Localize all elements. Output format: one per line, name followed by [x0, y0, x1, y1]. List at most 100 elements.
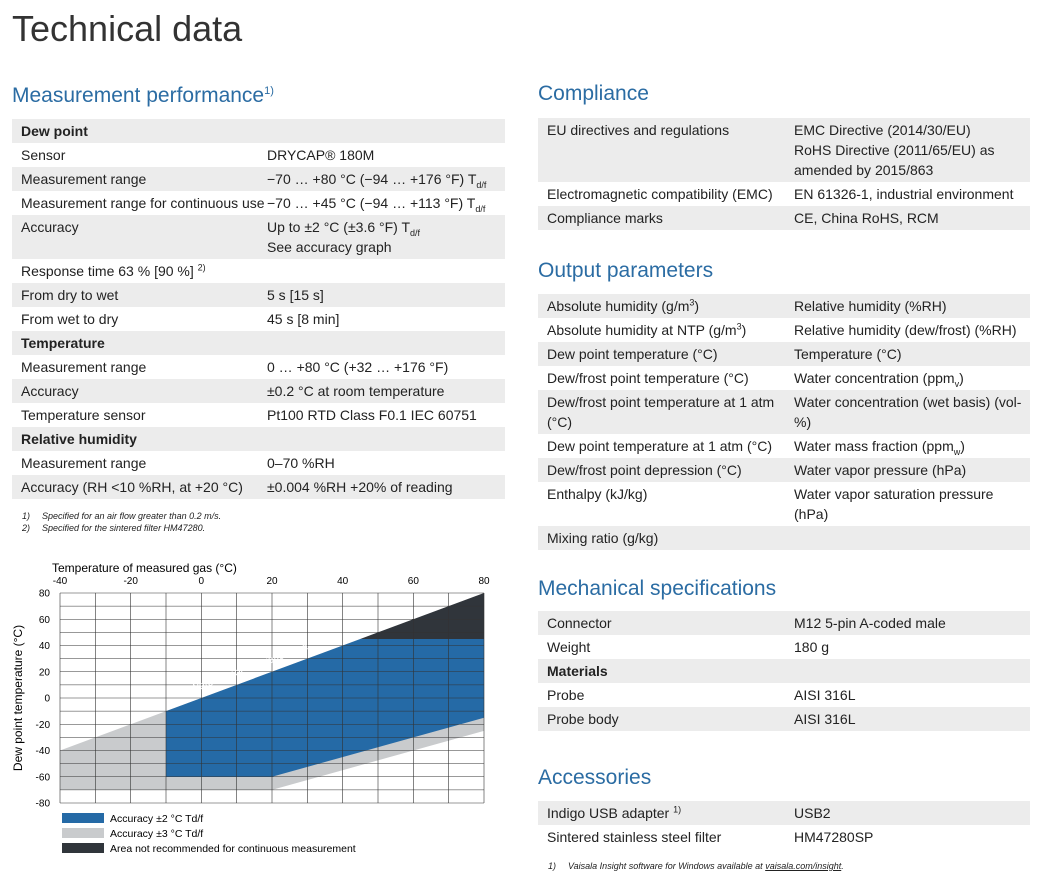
text: Response time 63 % [90 %] — [21, 263, 198, 279]
row-label: Measurement range — [12, 169, 267, 189]
x-tick-label: 40 — [337, 576, 349, 587]
table-row: Dew/frost point depression (°C) Water vap… — [538, 458, 1030, 482]
y-tick-label: 80 — [39, 589, 51, 600]
text: Relative humidity (dew/frost) (%RH) — [794, 322, 1017, 338]
row-value: EN 61326-1, industrial environment — [794, 184, 1030, 204]
row-heading: Relative humidity — [12, 429, 137, 449]
text: Up to ±2 °C (±3.6 °F) T — [267, 219, 411, 235]
row-value: Pt100 RTD Class F0.1 IEC 60751 — [267, 405, 505, 425]
table-row: Measurement range −70 … +80 °C (−94 … +17… — [12, 167, 505, 191]
text: Specified for an air flow greater than 0… — [42, 511, 222, 521]
text: Water vapor saturation pressure (hPa) — [794, 486, 994, 522]
footnote: 1) Vaisala Insight software for Windows a… — [548, 860, 844, 872]
text: Dew/frost point depression (°C) — [547, 462, 742, 478]
table: EU directives and regulations EMC Directi… — [538, 118, 1030, 230]
row-value: 180 g — [794, 637, 1030, 657]
row-value: Water vapor pressure (hPa) — [794, 460, 1030, 480]
table-row: Accuracy Up to ±2 °C (±3.6 °F) Td/f See ac… — [12, 215, 505, 259]
table-row: Materials — [538, 659, 1030, 683]
footnote-mark: 1) — [22, 511, 31, 521]
row-heading: Dew point — [12, 121, 88, 141]
y-tick-label: -40 — [36, 746, 51, 757]
table-row: Electromagnetic compatibility (EMC) EN 61… — [538, 182, 1030, 206]
text: . — [841, 861, 844, 871]
table-row: Temperature sensor Pt100 RTD Class F0.1 I… — [12, 403, 505, 427]
text: RoHS Directive (2011/65/EU) as amended b… — [794, 142, 995, 178]
table-row: Measurement range 0 … +80 °C (+32 … +176 … — [12, 355, 505, 379]
row-value: DRYCAP® 180M — [267, 145, 505, 165]
text: 0 … +80 °C (+32 … +176 °F) — [267, 359, 449, 375]
x-axis-title: Temperature of measured gas (°C) — [52, 561, 237, 575]
legend-swatch — [62, 813, 104, 823]
row-label: Dew/frost point temperature at 1 atm (°C… — [538, 392, 794, 432]
x-tick-label: 0 — [199, 576, 205, 587]
line: RoHS Directive (2011/65/EU) as amended b… — [794, 140, 1022, 180]
legend-swatch — [62, 828, 104, 838]
x-tick-label: -20 — [123, 576, 138, 587]
table-row: Mixing ratio (g/kg) — [538, 526, 1030, 550]
text: ) — [694, 298, 700, 314]
row-value: 5 s [15 s] — [267, 285, 505, 305]
x-tick-label: 80 — [478, 576, 490, 587]
superscript: 3 — [689, 297, 695, 308]
table-row: Absolute humidity (g/m3) Relative humidit… — [538, 294, 1030, 318]
footnote: 2) Specified for the sintered filter HM47… — [22, 522, 221, 534]
row-value: −70 … +45 °C (−94 … +113 °F) Td/f — [267, 193, 505, 213]
text: Electromagnetic compatibility (EMC) — [547, 186, 773, 202]
table-row: Connector M12 5-pin A-coded male — [538, 611, 1030, 635]
text: Measurement range — [21, 359, 147, 375]
row-label: Dew point temperature at 1 atm (°C) — [538, 436, 794, 456]
row-value: HM47280SP — [794, 827, 1030, 847]
text: Dew point temperature (°C) — [547, 346, 718, 362]
table-row: Dew point temperature (°C) Temperature (°… — [538, 342, 1030, 366]
text: USB2 — [794, 805, 831, 821]
footnotes: 1) Vaisala Insight software for Windows a… — [548, 860, 844, 872]
x-tick-label: 20 — [266, 576, 278, 587]
subscript: v — [954, 378, 960, 389]
row-value: USB2 — [794, 803, 1030, 823]
text: Accuracy — [21, 383, 79, 399]
text: ) — [960, 438, 965, 454]
row-value: ±0.004 %RH +20% of reading — [267, 477, 505, 497]
text: AISI 316L — [794, 687, 856, 703]
text: Measurement range for continuous use — [21, 195, 265, 211]
y-tick-label: 20 — [39, 667, 51, 678]
row-label: Probe — [538, 685, 794, 705]
row-label: From dry to wet — [12, 285, 267, 305]
text: 45 s [8 min] — [267, 311, 340, 327]
text: Temperature (°C) — [794, 346, 902, 362]
row-value: Water vapor saturation pressure (hPa) — [794, 484, 1030, 524]
text: HM47280SP — [794, 829, 874, 845]
table-row: Dew/frost point temperature at 1 atm (°C… — [538, 390, 1030, 434]
region — [166, 638, 484, 777]
table-row: Probe AISI 316L — [538, 683, 1030, 707]
section-heading: Compliance — [538, 82, 649, 105]
table-row: Relative humidity — [12, 427, 505, 451]
text: Compliance marks — [547, 210, 663, 226]
y-tick-label: -20 — [36, 720, 51, 731]
row-value — [794, 528, 1030, 548]
table-row: Temperature — [12, 331, 505, 355]
y-tick-label: 60 — [39, 615, 51, 626]
text: Relative humidity — [21, 431, 137, 447]
row-value: M12 5-pin A-coded male — [794, 613, 1030, 633]
link[interactable]: vaisala.com/insight — [765, 861, 842, 871]
text: Water concentration (ppm — [794, 370, 955, 386]
text: Vaisala Insight software for Windows ava… — [568, 861, 766, 871]
table-row: Sensor DRYCAP® 180M — [12, 143, 505, 167]
subscript: d/f — [410, 227, 421, 238]
row-label: Accuracy (RH <10 %RH, at +20 °C) — [12, 477, 267, 497]
text: Measurement performance — [12, 84, 265, 107]
text: Water concentration (wet basis) (vol-%) — [794, 394, 1022, 430]
text: DRYCAP® 180M — [267, 147, 375, 163]
text: −70 … +80 °C (−94 … +176 °F) T — [267, 171, 477, 187]
table-row: Accuracy ±0.2 °C at room temperature — [12, 379, 505, 403]
footnote-mark: 2) — [22, 523, 31, 533]
table-row: Weight 180 g — [538, 635, 1030, 659]
row-label: Electromagnetic compatibility (EMC) — [538, 184, 794, 204]
text: EU directives and regulations — [547, 122, 730, 138]
text: CE, China RoHS, RCM — [794, 210, 939, 226]
table-row: Sintered stainless steel filter HM47280SP — [538, 825, 1030, 849]
text: Accuracy — [21, 219, 79, 235]
footnotes: 1) Specified for an air flow greater than… — [22, 510, 221, 534]
